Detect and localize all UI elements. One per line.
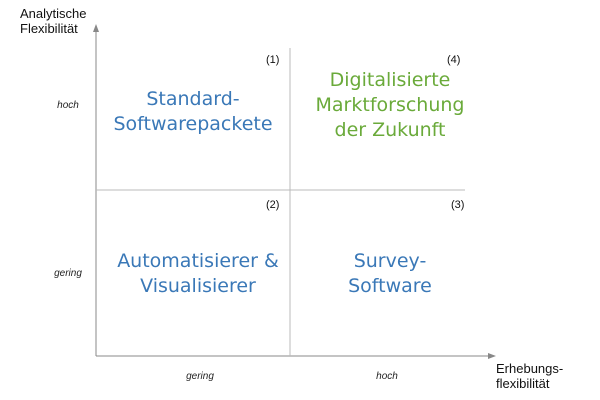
quadrant-1-label-line-2: Softwarepackete — [113, 113, 273, 135]
y-tick-low: gering — [54, 268, 82, 279]
y-axis-title-line-2: Flexibilität — [20, 21, 78, 36]
y-axis-title: Analytische Flexibilität — [20, 6, 86, 36]
x-axis-title: Erhebungs- flexibilität — [496, 361, 563, 391]
x-tick-high: hoch — [376, 371, 398, 382]
x-axis-title-line-2: flexibilität — [496, 376, 550, 391]
quadrant-1-number: (1) — [266, 54, 280, 66]
quadrant-2-number: (2) — [266, 199, 280, 211]
x-axis-arrow — [488, 353, 496, 359]
quadrant-3-label-line-1: Survey- — [353, 250, 427, 272]
quadrant-4-number: (4) — [447, 54, 461, 66]
quadrant-3-label-line-2: Software — [348, 275, 432, 297]
quadrant-4-label: Digitalisierte Marktforschung der Zukunf… — [290, 68, 490, 143]
quadrant-1-label: Standard- Softwarepackete — [96, 87, 290, 137]
quadrant-3-number: (3) — [451, 199, 465, 211]
y-tick-high: hoch — [57, 100, 79, 111]
quadrant-1-label-line-1: Standard- — [146, 88, 240, 110]
quadrant-2-label-line-2: Visualisierer — [140, 275, 256, 297]
quadrant-2-label: Automatisierer & Visualisierer — [96, 249, 300, 299]
x-tick-low: gering — [186, 371, 214, 382]
quadrant-4-label-line-1: Digitalisierte — [329, 69, 451, 91]
quadrant-3-label: Survey- Software — [290, 249, 490, 299]
quadrant-4-label-line-3: der Zukunft — [334, 119, 446, 141]
quadrant-2-label-line-1: Automatisierer & — [117, 250, 279, 272]
quadrant-4-label-line-2: Marktforschung — [315, 94, 465, 116]
x-axis-title-line-1: Erhebungs- — [496, 361, 564, 376]
y-axis-title-line-1: Analytische — [20, 6, 87, 21]
y-axis-arrow — [93, 24, 99, 32]
